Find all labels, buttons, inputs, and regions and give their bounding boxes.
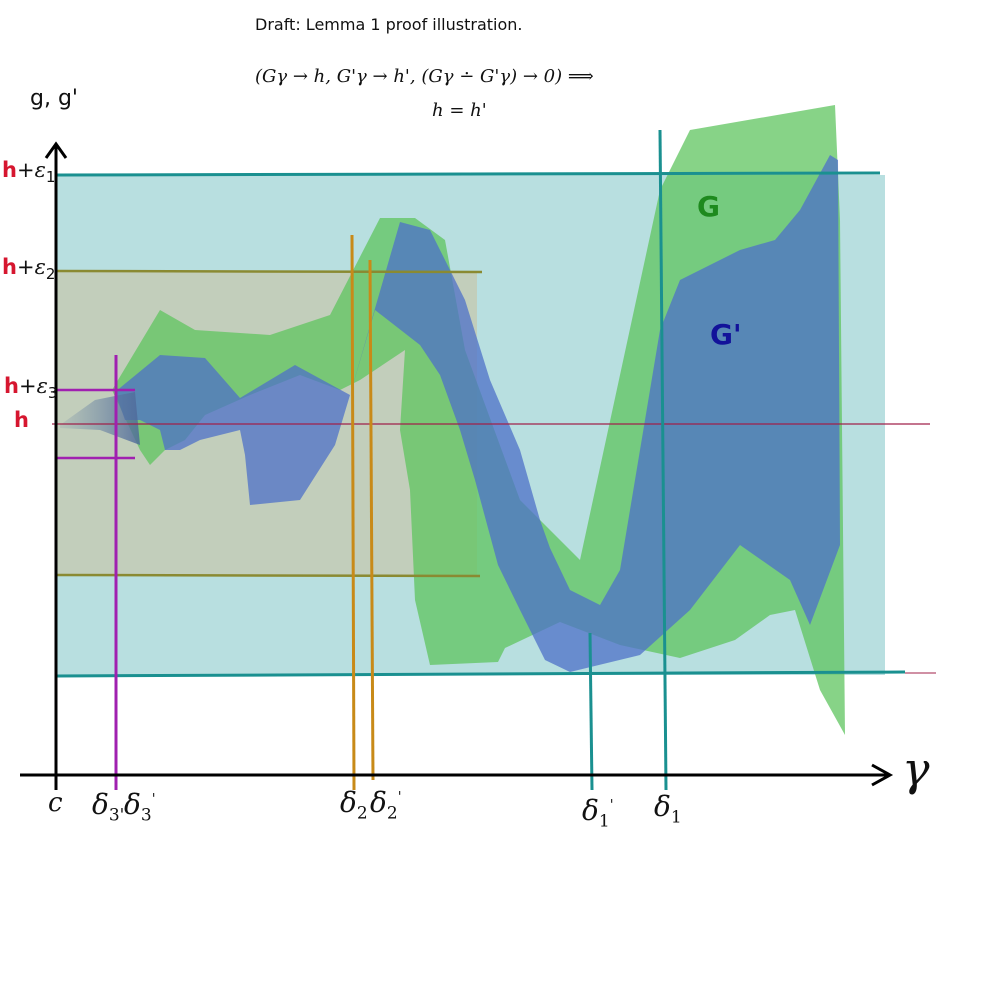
label-plus: + [16,158,35,182]
tick-sub: 2 [356,803,368,824]
delta2-line [350,234,356,791]
tick-symbol: δ [370,786,387,819]
tick-delta1p: δ1' [582,794,614,832]
tick-sup: ' [397,789,402,806]
label-h: h [14,408,29,432]
diagram-title: Draft: Lemma 1 proof illustration. [255,15,523,34]
tick-sup: ' [609,797,614,814]
tick-delta3p: δ3' [124,788,156,826]
tick-delta1: δ1 [654,790,682,828]
tick-sub: 2 [386,803,398,824]
y-axis-label: g, g' [30,86,78,111]
tick-delta2p: δ2' [370,786,402,824]
label-h-text: h [14,408,29,432]
tick-symbol: δ [654,790,671,823]
tick-symbol: δ [124,788,141,821]
delta2p-line [368,259,375,781]
label-subscript: 3 [47,384,58,403]
label-plus: + [18,374,37,398]
epsilon3-tail [60,392,140,445]
origin-label: c [48,788,63,818]
tick-delta2: δ2 [340,786,368,824]
tick-symbol: δ [340,786,357,819]
lemma-conclusion: h = h' [432,100,487,121]
series-label-Gprime: G' [710,318,742,351]
label-h: h [2,255,17,279]
tick-sub: 1 [598,811,610,832]
tick-symbol: δ [582,794,599,827]
delta1-line [658,129,668,791]
tick-sub: 3' [108,805,125,826]
label-plus: + [16,255,35,279]
label-h: h [2,158,17,182]
Gprime-band [115,155,840,672]
lemma-formula: (Gγ → h, G'γ → h', (Gγ ∸ G'γ) → 0) ⟹ [255,66,594,87]
tick-sup: ' [151,791,156,808]
label-h-eps2: h+ε2 [2,255,55,283]
olive-bounds [56,269,483,578]
label-epsilon: ε [34,255,46,279]
label-epsilon: ε [34,158,46,182]
label-h-eps1: h+ε1 [2,158,55,186]
tick-symbol: δ [92,788,109,821]
tick-sub: 3 [140,805,152,826]
label-epsilon: ε [36,374,48,398]
delta1p-line [588,632,594,791]
label-subscript: 2 [45,265,56,284]
label-h: h [4,374,19,398]
label-h-eps3: h+ε3 [4,374,57,402]
purple-bounds [57,388,135,460]
tick-sub: 1 [670,807,682,828]
tick-delta3: δ3' [92,788,124,826]
teal-bounds [56,171,906,678]
axes [20,141,894,790]
label-subscript: 1 [45,168,56,187]
series-label-G: G [697,190,720,223]
x-axis-label: γ [902,742,930,796]
